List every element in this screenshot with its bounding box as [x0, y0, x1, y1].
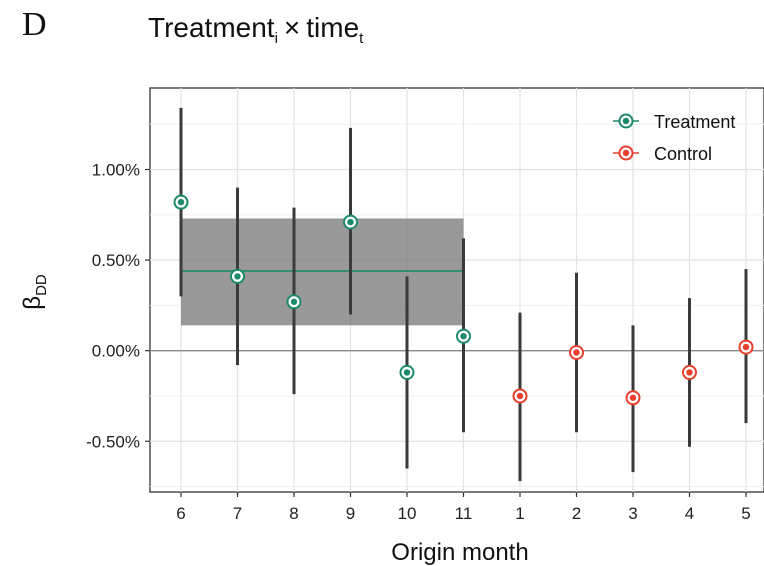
y-tick-label: 0.00% [92, 342, 140, 361]
legend-label-control: Control [654, 144, 712, 164]
x-tick-label: 7 [233, 504, 242, 523]
y-axis-title: βDD [19, 274, 50, 310]
x-axis-title: Origin month [391, 539, 528, 566]
x-tick-label: 3 [628, 504, 637, 523]
title-operator: × [283, 12, 301, 43]
mean-confidence-band [181, 218, 464, 326]
x-tick-label: 4 [685, 504, 694, 523]
treatment-point-center [347, 218, 354, 226]
panel-label: D [22, 6, 47, 43]
control-point-center [516, 392, 524, 400]
y-tick-label: 0.50% [92, 251, 140, 270]
control-point-center [573, 349, 580, 356]
x-tick-label: 2 [572, 504, 581, 523]
title-main2: time [306, 12, 360, 43]
x-tick-label: 9 [346, 504, 355, 523]
chart-title: Treatmenti × timet [148, 12, 367, 47]
control-point-center [686, 369, 693, 376]
title-main: Treatment [148, 12, 275, 43]
y-axis-title-subscript: DD [33, 274, 50, 296]
treatment-point-center [177, 198, 185, 206]
control-point-center [629, 394, 637, 401]
x-tick-label: 10 [398, 504, 417, 523]
x-tick-label: 5 [741, 504, 750, 523]
legend-key-center-treatment [622, 117, 630, 125]
legend-key-center-control [622, 149, 630, 157]
treatment-point-center [460, 332, 467, 340]
y-tick-label: 1.00% [92, 161, 140, 180]
x-tick-label: 8 [289, 504, 298, 523]
control-point-center [742, 343, 750, 351]
treatment-point-center [403, 369, 411, 376]
y-tick-label: -0.50% [86, 432, 140, 451]
treatment-point-center [234, 273, 241, 280]
legend-label-treatment: Treatment [654, 112, 735, 132]
x-tick-label: 11 [455, 504, 473, 523]
treatment-point-center [290, 298, 298, 305]
y-axis-title-symbol: β [19, 296, 46, 310]
x-tick-label: 1 [515, 504, 524, 523]
title-sub-t: t [359, 30, 364, 47]
title-sub-i: i [274, 30, 278, 47]
x-tick-label: 6 [176, 504, 185, 523]
